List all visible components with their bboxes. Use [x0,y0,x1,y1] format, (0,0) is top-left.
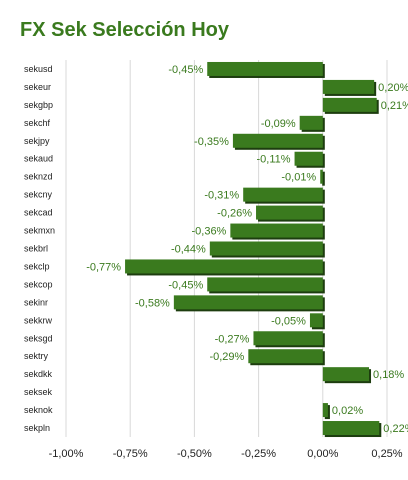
category-label: seksgd [24,333,53,343]
bar [248,349,323,364]
category-label: sekdkk [24,369,53,379]
bar [309,313,323,328]
value-label: 0,02% [332,405,363,417]
category-label: sekclp [24,261,50,271]
category-label: sekpln [24,423,50,433]
value-label: -0,45% [168,279,203,291]
category-label: sekcop [24,279,53,289]
bar [253,331,323,346]
value-label: 0,18% [373,369,404,381]
x-tick-label: 0,00% [307,448,338,460]
category-label: sekaud [24,154,53,164]
value-label: -0,01% [281,172,316,184]
bar [322,421,380,436]
value-label: -0,45% [168,64,203,76]
value-label: -0,36% [191,226,226,238]
value-label: 0,20% [378,82,408,94]
bar [125,259,323,274]
bar [209,241,323,256]
category-label: sekjpy [24,136,50,146]
x-tick-label: 0,25% [371,448,402,460]
bar [320,169,323,184]
category-label: sekbrl [24,244,48,254]
value-label: -0,31% [204,190,239,202]
bar-shadow [322,171,325,186]
x-tick-label: -0,50% [177,448,212,460]
value-label: -0,77% [86,261,121,273]
bar [322,97,377,112]
x-tick-label: -1,00% [49,448,84,460]
category-label: sekcad [24,208,53,218]
value-label: 0,22% [383,423,408,435]
category-label: sekmxn [24,226,55,236]
bar [243,187,323,202]
x-tick-label: -0,25% [241,448,276,460]
bar [207,277,323,292]
category-label: seksek [24,387,53,397]
value-label: -0,35% [194,136,229,148]
category-label: sekcny [24,190,53,200]
category-label: sektry [24,351,49,361]
value-label: -0,26% [217,208,252,220]
bar [299,115,323,130]
bar [322,367,370,382]
category-label: sekeur [24,82,51,92]
bar [294,151,323,166]
bar [173,295,323,310]
bar [207,61,323,76]
category-label: seknok [24,405,53,415]
value-label: -0,29% [209,351,244,363]
value-label: -0,44% [171,244,206,256]
value-label: -0,05% [271,315,306,327]
category-label: seknzd [24,172,53,182]
value-label: 0,21% [381,100,408,112]
value-label: -0,27% [215,333,250,345]
category-label: sekchf [24,118,51,128]
value-label: -0,11% [257,154,291,166]
category-label: sekinr [24,297,48,307]
bar [256,205,323,220]
value-label: -0,09% [261,118,296,130]
chart-title: FX Sek Selección Hoy [20,19,229,41]
category-label: sekusd [24,64,53,74]
x-tick-label: -0,75% [113,448,148,460]
category-label: sekgbp [24,100,53,110]
bar [322,403,328,418]
value-label: -0,58% [135,297,170,309]
category-label: sekkrw [24,315,53,325]
bar [230,223,323,238]
bar [322,79,375,94]
bar [232,133,323,148]
